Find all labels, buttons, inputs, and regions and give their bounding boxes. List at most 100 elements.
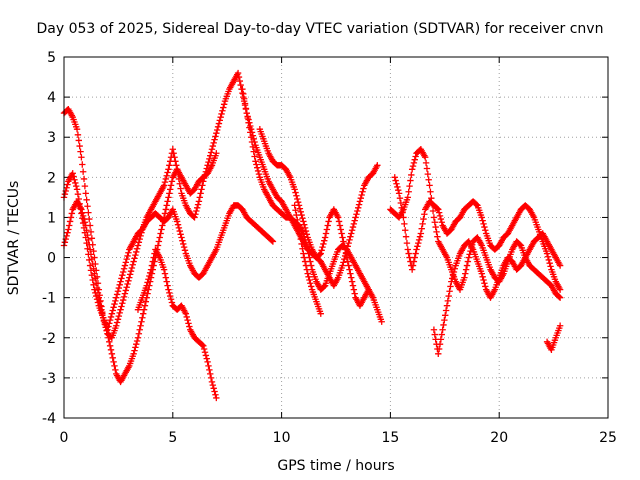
data-point	[78, 206, 85, 213]
data-point	[304, 270, 311, 277]
data-point	[205, 158, 212, 166]
data-point	[405, 188, 412, 195]
data-point	[124, 280, 131, 288]
data-point	[413, 246, 420, 253]
data-point	[360, 185, 367, 192]
data-point	[427, 188, 434, 195]
data-point	[114, 288, 122, 295]
data-point	[348, 230, 355, 237]
data-point	[107, 313, 115, 321]
data-point	[79, 209, 86, 216]
data-point	[354, 207, 361, 215]
data-point	[136, 235, 143, 243]
data-point	[131, 255, 138, 262]
data-point	[463, 262, 471, 269]
data-point	[162, 175, 170, 183]
data-point	[434, 233, 441, 240]
data-point	[213, 126, 221, 134]
data-point	[432, 223, 439, 231]
data-point	[120, 293, 128, 301]
data-point	[199, 341, 206, 349]
data-point	[204, 162, 211, 169]
data-point	[350, 220, 358, 228]
data-point	[182, 310, 190, 317]
data-point	[244, 114, 251, 122]
data-point	[348, 274, 355, 281]
data-point	[146, 272, 153, 280]
data-point	[448, 275, 456, 282]
data-point	[166, 292, 174, 300]
data-point	[435, 350, 442, 358]
data-point	[296, 231, 304, 238]
data-point	[439, 326, 446, 333]
data-point	[433, 228, 440, 236]
data-point	[341, 246, 349, 253]
data-point	[80, 175, 88, 183]
data-point	[213, 150, 220, 157]
data-point	[422, 159, 430, 167]
data-point	[125, 277, 132, 285]
data-point	[201, 171, 209, 179]
data-point	[167, 296, 175, 303]
data-point	[132, 251, 139, 259]
data-point	[112, 366, 119, 374]
data-point	[133, 340, 140, 348]
data-point	[481, 280, 488, 287]
data-point	[211, 136, 218, 143]
data-point	[437, 215, 445, 223]
data-point	[119, 300, 126, 307]
series-trace-11	[543, 322, 564, 354]
data-point	[245, 119, 252, 126]
data-point	[297, 208, 304, 216]
data-point	[179, 237, 186, 244]
data-point	[397, 199, 405, 207]
data-point	[408, 266, 416, 273]
data-point	[105, 323, 112, 330]
data-point	[84, 231, 91, 239]
data-point	[88, 235, 96, 242]
data-point	[344, 258, 351, 265]
data-point	[351, 290, 358, 297]
data-point	[253, 161, 260, 168]
series-trace-4	[134, 246, 220, 402]
data-point	[168, 178, 176, 185]
data-point	[84, 203, 91, 210]
y-tick-label: 1	[47, 210, 56, 226]
data-point	[320, 240, 327, 248]
data-point	[299, 245, 306, 252]
data-point	[407, 177, 414, 184]
data-point	[302, 227, 310, 235]
data-point	[148, 262, 156, 269]
data-point	[242, 105, 250, 112]
data-point	[83, 227, 90, 234]
data-point	[78, 154, 85, 161]
data-point	[114, 316, 122, 323]
data-point	[301, 224, 309, 232]
data-point	[116, 309, 123, 317]
data-point	[398, 204, 405, 212]
data-point	[473, 201, 480, 208]
data-point	[393, 180, 400, 187]
data-point	[200, 178, 207, 185]
data-point	[167, 182, 175, 189]
data-point	[246, 124, 253, 131]
data-point	[352, 214, 359, 221]
data-point	[249, 143, 257, 151]
data-point	[482, 227, 489, 234]
data-point	[146, 269, 154, 276]
data-point	[412, 250, 419, 257]
data-point	[137, 322, 144, 329]
data-point	[191, 214, 198, 221]
data-point	[175, 224, 183, 232]
data-point	[436, 340, 444, 348]
data-point	[127, 267, 135, 275]
data-point	[378, 318, 385, 325]
data-point	[94, 289, 102, 297]
data-point	[451, 265, 459, 272]
data-point	[303, 231, 311, 238]
data-point	[157, 230, 164, 237]
data-point	[155, 238, 163, 245]
chart-title: Day 053 of 2025, Sidereal Day-to-day VTE…	[37, 21, 604, 37]
data-point	[126, 274, 133, 281]
y-tick-label: -4	[42, 411, 56, 427]
